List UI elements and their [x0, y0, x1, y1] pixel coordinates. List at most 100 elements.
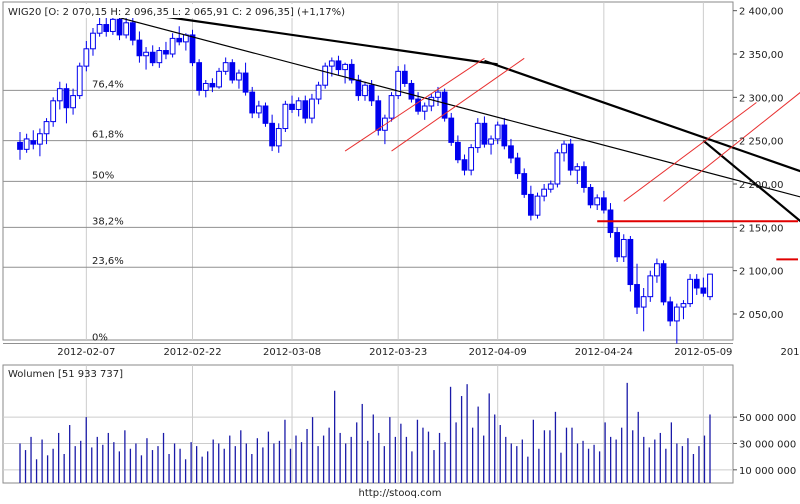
- x-tick-label: 2012-03-23: [369, 347, 427, 358]
- source-footer: http://stooq.com: [359, 488, 442, 499]
- candle-down: [289, 103, 295, 110]
- channel-line: [391, 57, 525, 152]
- candle-down: [441, 91, 448, 119]
- y-tick-label: 2 150,00: [739, 223, 784, 234]
- candle-down: [196, 62, 203, 91]
- candle-down: [627, 238, 634, 286]
- candle-up: [647, 275, 654, 298]
- candle-down: [375, 100, 382, 131]
- channel-line: [344, 57, 485, 152]
- candle-down: [514, 157, 521, 175]
- candle-down: [408, 82, 415, 100]
- candle-down: [481, 122, 488, 145]
- trendline: [702, 139, 800, 223]
- candle-down: [335, 60, 342, 71]
- candle-down: [30, 140, 37, 145]
- channel-line: [623, 102, 757, 202]
- trendline: [484, 59, 800, 173]
- fib-level-label: 76,4%: [92, 79, 124, 90]
- candle-up: [488, 138, 494, 145]
- candle-up: [673, 306, 680, 322]
- candle-up: [322, 65, 329, 86]
- price-x-axis: 2012-02-07 2012-02-22 2012-03-08 2012-03-23…: [57, 347, 800, 358]
- candle-down: [527, 193, 534, 216]
- candle-up: [620, 238, 627, 258]
- candle-down: [454, 141, 461, 161]
- candle-up: [143, 51, 149, 57]
- candle-up: [680, 303, 687, 308]
- candle-down: [461, 159, 468, 171]
- price-y-axis: 2 050,00 2 100,00 2 150,00 2 200,00 2 250,00…: [733, 7, 784, 321]
- candle-up: [109, 18, 116, 32]
- candle-up: [547, 183, 554, 190]
- candle-down: [401, 70, 408, 84]
- candle-up: [474, 122, 481, 149]
- candle-up: [156, 50, 163, 64]
- candle-up: [541, 188, 548, 197]
- candle-down: [415, 98, 421, 112]
- y-tick-label: 2 200,00: [739, 180, 784, 191]
- candle-up: [70, 95, 76, 109]
- candle-up: [362, 84, 368, 97]
- candle-down: [567, 143, 574, 171]
- candle-up: [56, 88, 63, 102]
- candle-down: [129, 22, 136, 41]
- candle-down: [667, 301, 674, 322]
- candle-up: [654, 263, 660, 277]
- candle-down: [262, 105, 269, 124]
- candle-up: [574, 166, 581, 171]
- candle-up: [309, 98, 315, 119]
- candle-up: [494, 124, 501, 140]
- candle-up: [90, 32, 96, 50]
- candle-up: [428, 96, 435, 107]
- candle-up: [83, 48, 90, 67]
- price-legend-box: [6, 4, 338, 18]
- candle-up: [640, 296, 647, 308]
- candle-down: [249, 91, 256, 114]
- candle-up: [255, 105, 262, 114]
- candle-up: [169, 37, 176, 55]
- candle-up: [561, 143, 567, 154]
- fib-level-label: 61,8%: [92, 130, 124, 141]
- candle-down: [302, 100, 309, 119]
- candle-down: [693, 278, 700, 289]
- candle-down: [17, 141, 23, 150]
- candlesticks: [17, 8, 713, 344]
- candle-down: [163, 50, 169, 55]
- price-legend-text: WIG20 [O: 2 070,15 H: 2 096,35 L: 2 065,…: [8, 7, 345, 18]
- candle-up: [295, 100, 302, 110]
- candle-down: [501, 124, 508, 147]
- x-tick-label: 2012-05-24: [780, 347, 800, 358]
- candle-up: [76, 65, 83, 97]
- candle-up: [37, 133, 43, 145]
- candle-up: [282, 103, 289, 130]
- candle-up: [342, 63, 348, 71]
- x-tick-label: 2012-04-24: [575, 347, 633, 358]
- candle-down: [700, 287, 707, 294]
- volume-bars: [19, 382, 711, 483]
- candle-down: [634, 284, 640, 308]
- candle-down: [242, 72, 249, 93]
- volume-y-axis: 10 000 000 30 000 000 50 000 000: [733, 413, 796, 477]
- price-panel: 0% 23,6% 38,2% 50% 61,8% 76,4% 2 050,00 2 100,…: [2, 1, 800, 358]
- candle-up: [594, 197, 601, 206]
- candle-up: [43, 121, 50, 135]
- candle-up: [315, 84, 322, 100]
- candle-up: [534, 195, 541, 216]
- volume-legend-text: Wolumen [51 933 737]: [8, 369, 123, 380]
- candle-down: [229, 62, 236, 81]
- candle-down: [508, 145, 514, 159]
- candle-down: [269, 122, 276, 147]
- x-tick-label: 2012-02-07: [57, 347, 115, 358]
- y-tick-label: 2 400,00: [739, 7, 784, 18]
- fib-level-label: 23,6%: [92, 256, 124, 267]
- y-tick-label: 2 250,00: [739, 137, 784, 148]
- candle-up: [395, 70, 402, 97]
- candle-up: [23, 138, 30, 150]
- candle-up: [421, 105, 428, 112]
- candle-up: [202, 82, 209, 91]
- candle-down: [176, 37, 183, 43]
- candle-down: [189, 34, 196, 64]
- candle-up: [216, 70, 222, 88]
